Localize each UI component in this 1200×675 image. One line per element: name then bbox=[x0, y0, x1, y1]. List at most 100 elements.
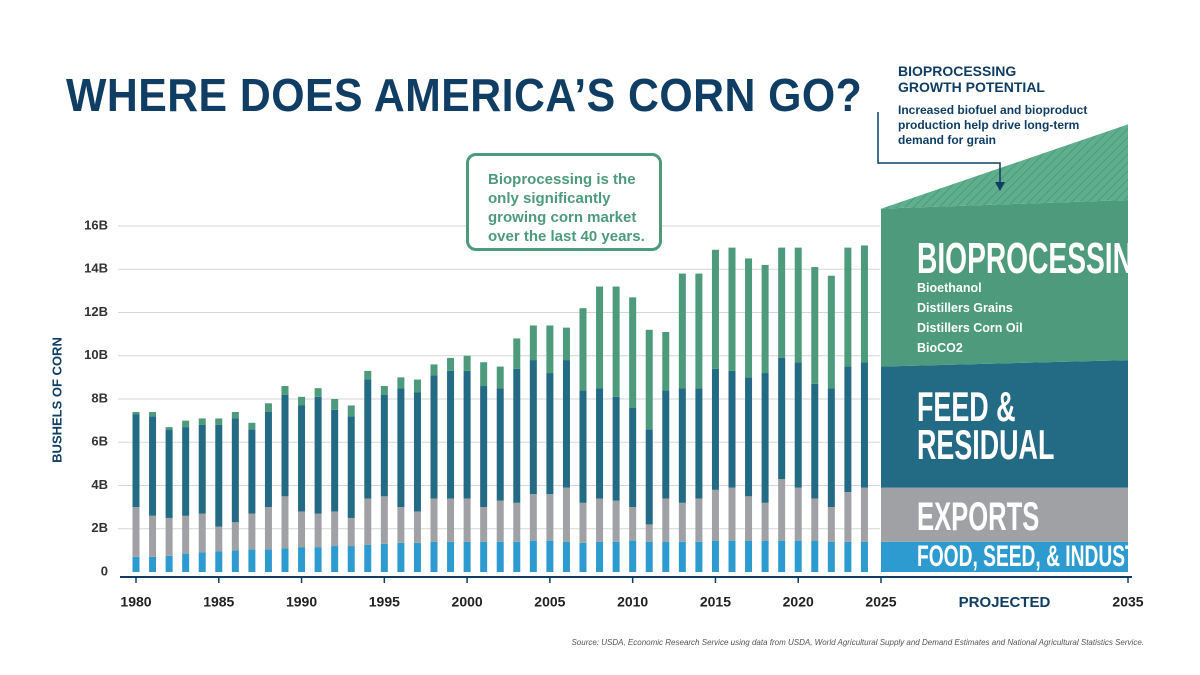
bar-segment bbox=[298, 396, 306, 406]
bar-segment bbox=[132, 556, 140, 572]
y-tick-label: 8B bbox=[91, 390, 108, 405]
bar-segment bbox=[662, 390, 670, 499]
bar-segment bbox=[298, 405, 306, 512]
bar-segment bbox=[248, 513, 256, 550]
bar-segment bbox=[596, 498, 604, 542]
bar-segment bbox=[215, 424, 223, 527]
bar-segment bbox=[844, 491, 852, 542]
bar-segment bbox=[645, 524, 653, 542]
bar-segment bbox=[778, 479, 786, 541]
bar-segment bbox=[413, 542, 421, 572]
bar-segment bbox=[496, 541, 504, 572]
bar-segment bbox=[794, 540, 802, 572]
bar-segment bbox=[678, 388, 686, 503]
bar-segment bbox=[182, 553, 190, 572]
source: Source: USDA, Economic Research Service … bbox=[571, 638, 1144, 647]
y-tick-label: 4B bbox=[91, 477, 108, 492]
bar-segment bbox=[198, 552, 206, 572]
bar-segment bbox=[711, 489, 719, 541]
bar-segment bbox=[728, 247, 736, 371]
bar-segment bbox=[413, 392, 421, 512]
bar-segment bbox=[463, 370, 471, 499]
bar-segment bbox=[860, 487, 868, 542]
bar-segment bbox=[364, 498, 372, 545]
bar-segment bbox=[811, 498, 819, 541]
bar-segment bbox=[430, 375, 438, 499]
bar-segment bbox=[380, 394, 388, 497]
bar-segment bbox=[430, 498, 438, 542]
bar-segment bbox=[397, 542, 405, 572]
bioprocessing-use: Bioethanol bbox=[917, 281, 982, 295]
bar-segment bbox=[463, 355, 471, 371]
x-tick-label: 2035 bbox=[1112, 594, 1143, 610]
bar-segment bbox=[562, 327, 570, 361]
bar-segment bbox=[778, 247, 786, 358]
bar-segment bbox=[794, 487, 802, 541]
bioprocessing-use: BioCO2 bbox=[917, 341, 963, 355]
bar-segment bbox=[281, 386, 289, 395]
bar-segment bbox=[794, 247, 802, 363]
series-label: FEED & RESIDUAL bbox=[917, 383, 1055, 468]
bar-segment bbox=[529, 360, 537, 495]
bar-segment bbox=[480, 362, 488, 387]
bar-segment bbox=[447, 541, 455, 572]
bar-segment bbox=[132, 411, 140, 415]
bar-segment bbox=[695, 388, 703, 499]
bar-segment bbox=[496, 388, 504, 501]
bar-segment bbox=[711, 540, 719, 572]
bar-segment bbox=[529, 494, 537, 541]
bar-segment bbox=[480, 541, 488, 572]
bar-segment bbox=[513, 368, 521, 503]
bar-segment bbox=[248, 549, 256, 572]
y-tick-label: 16B bbox=[84, 217, 108, 232]
bar-segment bbox=[645, 329, 653, 430]
bar-segment bbox=[281, 548, 289, 572]
bar-segment bbox=[513, 338, 521, 369]
bar-segment bbox=[711, 368, 719, 490]
bar-segment bbox=[827, 388, 835, 508]
bar-segment bbox=[347, 546, 355, 572]
bar-segment bbox=[546, 494, 554, 541]
bar-segment bbox=[463, 498, 471, 542]
bar-segment bbox=[215, 526, 223, 552]
bar-segment bbox=[132, 414, 140, 508]
projection-area bbox=[881, 541, 1128, 572]
bar-segment bbox=[612, 286, 620, 397]
bar-segment bbox=[447, 370, 455, 499]
bar-segment bbox=[678, 502, 686, 542]
bar-segment bbox=[761, 264, 769, 374]
bar-segment bbox=[529, 540, 537, 572]
bar-segment bbox=[298, 547, 306, 572]
bar-segment bbox=[165, 429, 173, 518]
bar-segment bbox=[529, 325, 537, 361]
bar-segment bbox=[248, 422, 256, 430]
bar-segment bbox=[794, 362, 802, 488]
bar-segment bbox=[430, 364, 438, 376]
bar-segment bbox=[827, 275, 835, 389]
bar-segment bbox=[314, 388, 322, 397]
bar-segment bbox=[761, 373, 769, 503]
bar-segment bbox=[827, 541, 835, 572]
bar-segment bbox=[562, 541, 570, 572]
bar-segment bbox=[331, 546, 339, 572]
y-tick-label: 10B bbox=[84, 347, 108, 362]
bar-segment bbox=[678, 541, 686, 572]
bar-segment bbox=[380, 386, 388, 395]
bar-segment bbox=[149, 556, 157, 572]
bar-segment bbox=[678, 273, 686, 389]
bar-segment bbox=[380, 496, 388, 544]
series-label: BIOPROCESSING bbox=[917, 234, 1155, 283]
x-tick-label: 1985 bbox=[203, 594, 234, 610]
bar-segment bbox=[496, 500, 504, 542]
bar-segment bbox=[264, 403, 272, 412]
growth-potential-area bbox=[881, 124, 1128, 209]
bar-segment bbox=[579, 542, 587, 572]
bar-segment bbox=[645, 541, 653, 572]
series-label: FOOD, SEED, & INDUSTRIAL bbox=[917, 540, 1182, 573]
bar-segment bbox=[215, 551, 223, 572]
bar-segment bbox=[745, 540, 753, 572]
projection-area bbox=[881, 200, 1128, 367]
bar-segment bbox=[728, 540, 736, 572]
